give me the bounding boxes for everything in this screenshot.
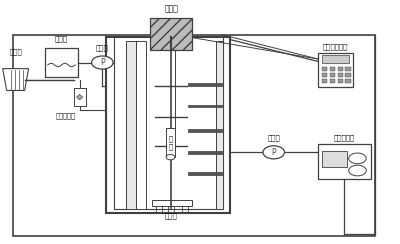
Circle shape (166, 154, 175, 160)
Bar (106, 37, 230, 213)
Text: 水浴保温箱: 水浴保温箱 (334, 134, 355, 141)
Bar (322, 79, 327, 83)
Polygon shape (77, 94, 83, 100)
Circle shape (349, 165, 366, 176)
Bar (330, 79, 335, 83)
Bar (152, 200, 192, 206)
Bar (322, 73, 327, 77)
Bar (126, 41, 136, 209)
Bar (318, 53, 354, 87)
Bar (322, 67, 327, 71)
Bar (188, 129, 222, 132)
Bar (114, 37, 223, 209)
Bar (330, 73, 335, 77)
Bar (346, 67, 351, 71)
Text: 转子流量计: 转子流量计 (56, 113, 76, 119)
Bar (338, 73, 343, 77)
Bar (136, 41, 146, 209)
Text: 搅拌器: 搅拌器 (164, 5, 178, 14)
Bar (338, 67, 343, 71)
Bar (322, 55, 350, 62)
Bar (322, 151, 348, 167)
Text: 蠕动泵: 蠕动泵 (267, 134, 280, 141)
Polygon shape (3, 69, 28, 91)
Bar (188, 151, 222, 153)
Text: 探
头: 探 头 (168, 135, 172, 150)
Bar (13, 35, 375, 236)
Text: 蠕动泵: 蠕动泵 (96, 45, 109, 51)
Text: 曝气头: 曝气头 (165, 212, 178, 219)
Bar (150, 18, 192, 51)
Text: 曝气泵: 曝气泵 (10, 48, 22, 55)
Text: P: P (272, 148, 276, 157)
Bar (330, 67, 335, 71)
Bar (318, 144, 372, 179)
Bar (216, 41, 223, 209)
Bar (346, 73, 351, 77)
Text: 多参数分析仪: 多参数分析仪 (323, 43, 348, 50)
Circle shape (349, 153, 366, 164)
Circle shape (263, 146, 284, 159)
Bar (346, 79, 351, 83)
Bar (188, 104, 222, 107)
Bar (74, 88, 86, 106)
Circle shape (92, 56, 113, 69)
Bar (44, 48, 78, 77)
Bar (188, 173, 222, 175)
Bar (338, 79, 343, 83)
Text: 集水箱: 集水箱 (55, 35, 68, 42)
Bar (188, 83, 222, 86)
Bar (166, 128, 175, 157)
Text: P: P (100, 58, 105, 67)
